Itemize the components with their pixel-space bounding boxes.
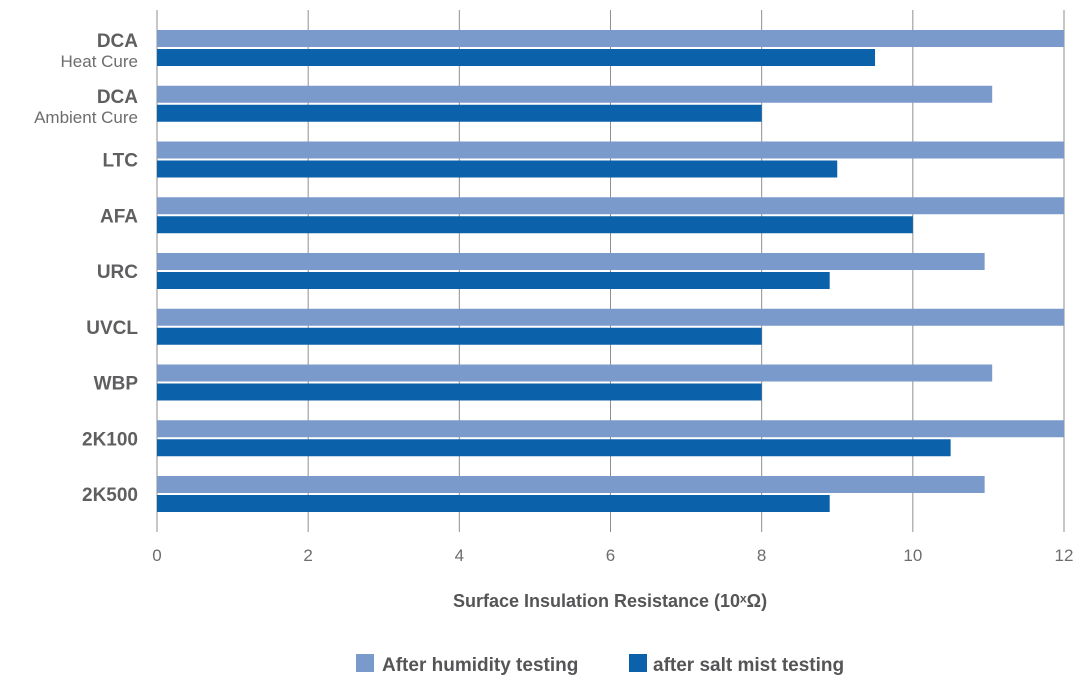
bar-humidity [157, 253, 985, 270]
bar-salt-mist [157, 439, 951, 457]
bar-salt-mist [157, 104, 762, 122]
category-label: LTC [102, 151, 138, 172]
category-label: 2K500 [82, 485, 138, 506]
category-label: URC [97, 262, 138, 283]
bar-salt-mist [157, 272, 830, 289]
x-tick-label: 12 [1055, 546, 1074, 565]
legend-swatch [629, 654, 647, 672]
category-label: WBP [94, 374, 139, 395]
x-axis-title: Surface Insulation Resistance (10ˣΩ) [453, 591, 767, 611]
legend-label: After humidity testing [382, 655, 578, 676]
bar-salt-mist [157, 383, 762, 401]
bar-salt-mist [157, 327, 762, 345]
x-tick-label: 0 [152, 546, 161, 565]
category-sublabel: Heat Cure [61, 52, 138, 71]
bar-humidity [157, 420, 1064, 438]
category-label: UVCL [86, 318, 138, 339]
category-label: DCA [97, 87, 138, 108]
category-label: AFA [100, 206, 138, 227]
bars [157, 30, 1064, 512]
category-sublabel: Ambient Cure [34, 108, 138, 127]
legend-label: after salt mist testing [653, 655, 844, 676]
bar-salt-mist [157, 216, 913, 234]
bar-humidity [157, 476, 985, 493]
bar-humidity [157, 308, 1064, 326]
legend-swatch [356, 654, 374, 672]
bar-humidity [157, 197, 1064, 215]
x-axis-ticks: 0 2 4 6 8 10 12 [152, 546, 1073, 565]
x-tick-label: 6 [606, 546, 615, 565]
x-tick-label: 8 [757, 546, 766, 565]
x-tick-label: 4 [455, 546, 464, 565]
bar-humidity [157, 30, 1064, 47]
bar-salt-mist [157, 495, 830, 512]
category-label: DCA [97, 31, 138, 52]
bar-salt-mist [157, 49, 876, 66]
x-tick-label: 10 [903, 546, 922, 565]
x-tick-label: 2 [303, 546, 312, 565]
category-label: 2K100 [82, 429, 138, 450]
bar-humidity [157, 85, 993, 103]
legend: After humidity testing after salt mist te… [356, 654, 844, 676]
bar-humidity [157, 364, 993, 382]
bar-salt-mist [157, 160, 838, 178]
bar-humidity [157, 141, 1064, 159]
